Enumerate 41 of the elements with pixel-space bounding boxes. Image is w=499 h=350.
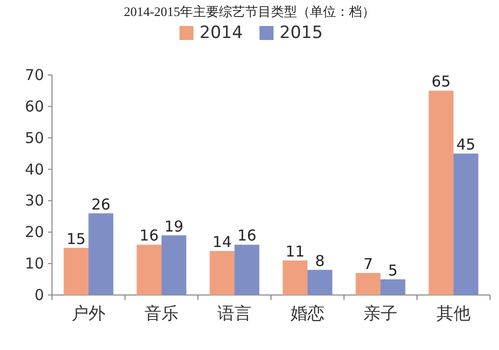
bar bbox=[454, 154, 478, 295]
bar bbox=[428, 90, 454, 295]
x-tick-label: 户外 bbox=[72, 304, 106, 324]
bar bbox=[88, 213, 114, 295]
bar bbox=[308, 270, 332, 295]
bar bbox=[282, 260, 308, 295]
data-label: 15 bbox=[66, 230, 86, 248]
bar bbox=[162, 235, 186, 295]
legend-label: 2015 bbox=[280, 23, 323, 43]
data-label: 19 bbox=[164, 217, 184, 236]
data-label: 14 bbox=[212, 233, 232, 251]
bar bbox=[136, 244, 162, 295]
x-tick-label: 音乐 bbox=[144, 304, 178, 324]
data-label: 16 bbox=[140, 226, 159, 245]
data-label: 5 bbox=[388, 261, 398, 280]
y-tick-label: 30 bbox=[24, 192, 44, 210]
bar bbox=[210, 251, 234, 295]
data-label: 11 bbox=[286, 242, 305, 260]
legend-label: 2014 bbox=[200, 23, 243, 43]
x-tick-label: 其他 bbox=[436, 304, 470, 324]
y-tick-label: 10 bbox=[24, 254, 44, 273]
data-label: 26 bbox=[91, 195, 110, 214]
data-label: 65 bbox=[432, 72, 451, 91]
chart-title: 2014-2015年主要综艺节目类型（单位：档） bbox=[124, 4, 376, 19]
y-tick-label: 60 bbox=[24, 97, 44, 116]
y-tick-label: 20 bbox=[24, 223, 44, 242]
y-tick-label: 70 bbox=[24, 66, 44, 84]
data-label: 8 bbox=[315, 252, 325, 270]
data-label: 7 bbox=[363, 255, 373, 273]
data-label: 16 bbox=[237, 226, 256, 245]
y-tick-label: 40 bbox=[24, 160, 44, 178]
x-tick-label: 语言 bbox=[218, 304, 252, 324]
bar bbox=[234, 244, 260, 295]
bar bbox=[64, 248, 88, 295]
x-tick-label: 婚恋 bbox=[290, 304, 324, 324]
bar bbox=[356, 273, 380, 295]
y-tick-label: 50 bbox=[24, 128, 44, 147]
x-tick-label: 亲子 bbox=[364, 304, 398, 324]
bar bbox=[380, 279, 406, 295]
y-tick-label: 0 bbox=[34, 286, 44, 304]
data-label: 45 bbox=[456, 136, 476, 154]
